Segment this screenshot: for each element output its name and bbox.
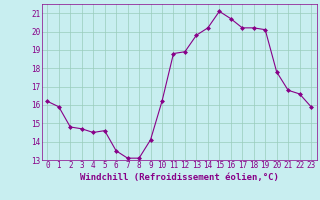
X-axis label: Windchill (Refroidissement éolien,°C): Windchill (Refroidissement éolien,°C) <box>80 173 279 182</box>
